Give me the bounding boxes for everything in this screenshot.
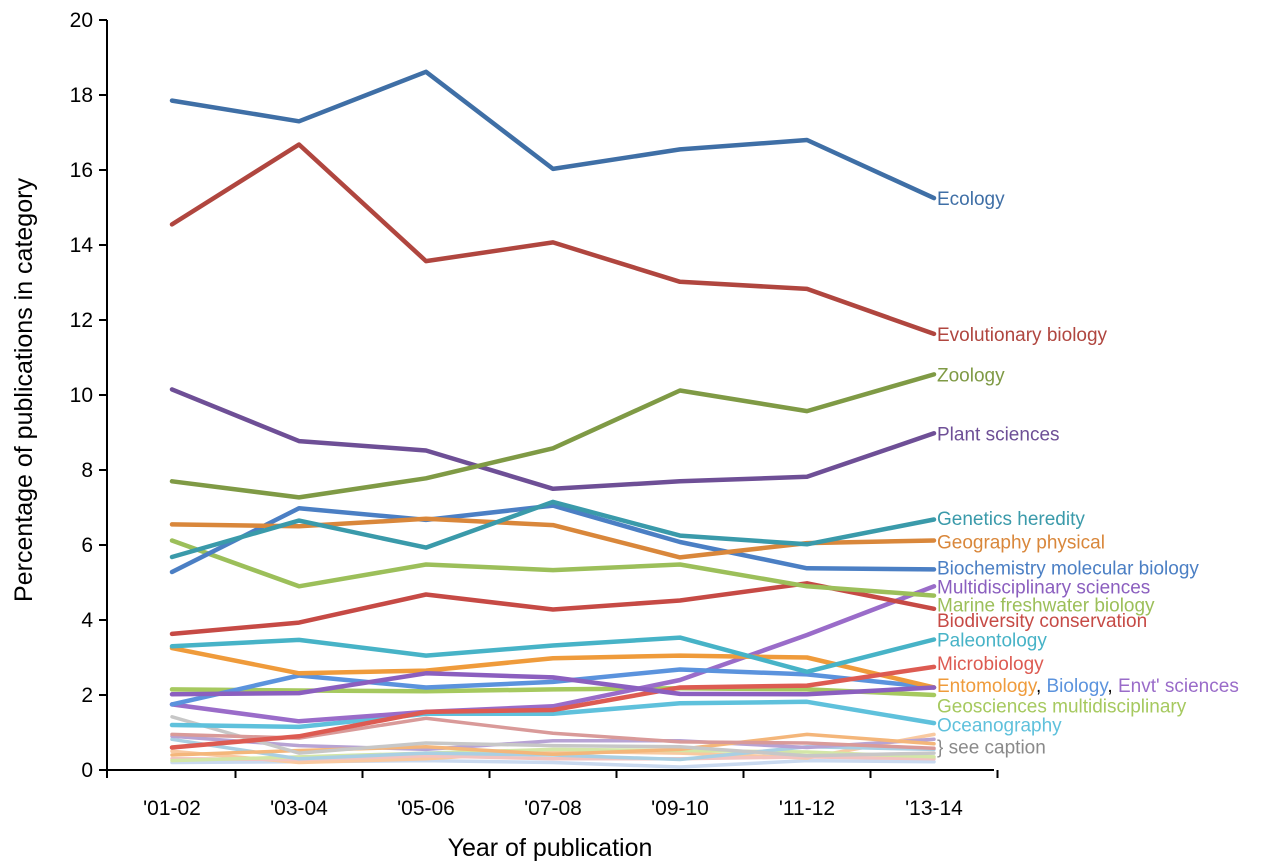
y-tick-label: 16 [70,159,93,182]
label-segment: , [1107,676,1118,697]
x-tick-label: '01-02 [143,797,201,820]
y-tick-label: 10 [70,384,93,407]
y-tick-label: 12 [70,309,93,332]
label-segment: Paleontology [937,631,1047,652]
label-segment: Biodiversity conservation [937,611,1147,632]
x-tick-label: '03-04 [270,797,328,820]
y-tick-label: 14 [70,234,94,257]
y-tick-label: 20 [70,9,93,32]
y-axis-title: Percentage of publications in category [10,178,38,602]
geography-physical-label: Geography physical [937,532,1105,553]
zoology-label: Zoology [937,365,1005,386]
series-line-evolutionary-biology [169,142,937,337]
entomology-biology-envt-label: Entomology, Biology, Envt' sciences [937,676,1239,697]
series-lines [169,69,937,769]
y-tick-label: 6 [81,534,93,557]
label-segment: Envt' sciences [1118,676,1239,697]
plant-sciences-label: Plant sciences [937,424,1060,445]
evolutionary-biology-label: Evolutionary biology [937,325,1108,346]
label-segment: Multidisciplinary sciences [937,577,1150,598]
series-line-zoology [169,372,937,500]
label-segment: Evolutionary biology [937,325,1108,346]
label-segment: } see caption [937,737,1046,758]
series-line-envt-sciences [169,584,937,724]
label-segment: Plant sciences [937,424,1060,445]
x-tick-label: '11-12 [779,797,835,820]
see-caption-label: } see caption [937,737,1046,758]
series-line-biology [169,667,937,707]
x-ticks: '01-02 '03-04 '05-06 '07-08 '09-10 '11-12 '13-… [106,770,999,820]
label-segment: Microbiology [937,654,1044,675]
y-ticks: 0 2 4 6 8 10 12 14 16 18 20 [70,9,107,782]
series-line-multidisciplinary-sciences [169,671,937,697]
series-line-minor-20 [170,734,936,752]
multidisciplinary-label: Multidisciplinary sciences [937,577,1150,598]
label-segment: Oceanography [937,715,1062,736]
series-line-ecology [169,69,937,201]
y-tick-label: 18 [70,84,93,107]
label-segment: Genetics heredity [937,509,1085,530]
series-line-entomology [169,645,937,690]
label-segment: Biochemistry molecular biology [937,559,1199,580]
y-tick-label: 4 [81,609,93,632]
label-segment: Geography physical [937,532,1105,553]
x-tick-label: '07-08 [524,797,582,820]
series-labels: Ecology Evolutionary biology Zoology Plant … [937,189,1239,758]
y-tick-label: 8 [81,459,93,482]
ecology-label: Ecology [937,189,1005,210]
series-line-plant-sciences [169,387,937,492]
x-tick-label: '05-06 [397,797,455,820]
series-line-paleontology [169,635,937,675]
label-segment: Geosciences multidisciplinary [937,697,1187,718]
series-line-minor-22 [170,747,936,763]
microbiology-label: Microbiology [937,654,1044,675]
x-tick-label: '13-14 [905,797,963,820]
label-segment: Biology [1047,676,1110,697]
genetics-heredity-label: Genetics heredity [937,509,1085,530]
x-axis-title: Year of publication [448,834,653,862]
series-line-marine-freshwater-biology [169,538,937,598]
geosciences-label: Geosciences multidisciplinary [937,697,1187,718]
series-line-genetics-heredity [169,499,937,560]
series-line-minor-18 [170,715,936,758]
label-segment: Ecology [937,189,1005,210]
label-segment: Zoology [937,365,1005,386]
series-line-biochemistry-molecular-biology [169,503,937,575]
x-tick-label: '09-10 [651,797,709,820]
series-line-minor-19 [170,732,936,757]
series-line-biodiversity-conservation [169,581,937,637]
label-segment: Entomology [937,676,1038,697]
series-line-oceanography [169,699,937,730]
series-line-microbiology [169,664,937,750]
paleontology-label: Paleontology [937,631,1047,652]
label-segment: Marine freshwater biology [937,595,1155,616]
series-line-geosciences-multidisciplinary [169,686,937,698]
biodiversity-label: Biodiversity conservation [937,611,1147,632]
oceanography-label: Oceanography [937,715,1062,736]
biochemistry-label: Biochemistry molecular biology [937,559,1199,580]
y-tick-label: 0 [81,759,93,782]
y-tick-label: 2 [81,684,93,707]
marine-freshwater-label: Marine freshwater biology [937,595,1155,616]
label-segment: , [1036,676,1047,697]
